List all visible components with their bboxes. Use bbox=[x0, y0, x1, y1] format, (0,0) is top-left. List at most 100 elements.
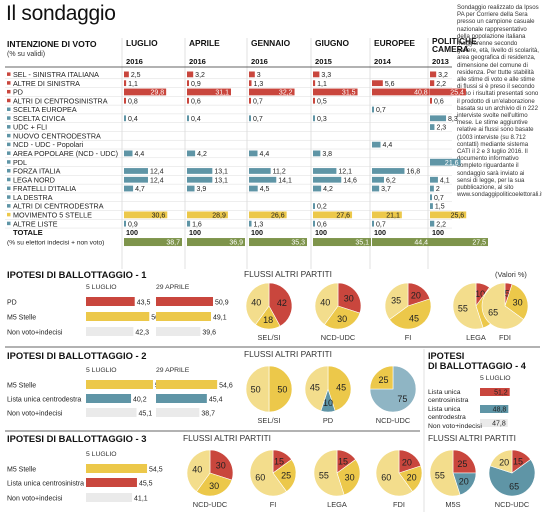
table-value: 0,7 bbox=[434, 195, 444, 202]
table-bar bbox=[430, 220, 435, 227]
pie-slice-label: 65 bbox=[509, 482, 519, 492]
pie-slice-label: 15 bbox=[338, 457, 348, 467]
table-value: 3,9 bbox=[197, 186, 207, 193]
pie-slice bbox=[452, 282, 484, 330]
pie-slice-label: 30 bbox=[337, 314, 347, 324]
totals-value: 100 bbox=[126, 228, 138, 237]
ballot-category: centrodestra bbox=[428, 414, 466, 421]
table-bar bbox=[430, 71, 437, 78]
column-year: 2016 bbox=[251, 57, 268, 66]
participation-value: 35,1 bbox=[355, 240, 369, 247]
row-marker bbox=[7, 160, 11, 164]
table-value: 4,7 bbox=[135, 186, 145, 193]
pie-slice bbox=[488, 459, 536, 497]
table-bar bbox=[249, 115, 251, 122]
pie-slice bbox=[337, 282, 362, 314]
ballot-bar bbox=[86, 394, 132, 403]
table-bar bbox=[430, 203, 433, 209]
pie-slice-label: 30 bbox=[209, 481, 219, 491]
pie-slice-label: 40 bbox=[192, 464, 202, 474]
table-value: 8,3 bbox=[448, 116, 458, 123]
participation-value: 27,5 bbox=[472, 240, 486, 247]
table-value: 0,3 bbox=[317, 116, 327, 123]
row-marker bbox=[7, 125, 11, 129]
row-marker bbox=[7, 116, 11, 120]
ballot-bar bbox=[86, 493, 133, 502]
pie-slice bbox=[268, 282, 293, 327]
table-value: 3,8 bbox=[322, 151, 332, 158]
row-marker bbox=[7, 195, 11, 199]
pie-slice-label: 60 bbox=[381, 473, 391, 483]
ballot-category: M5 Stelle bbox=[7, 467, 36, 474]
row-marker bbox=[7, 168, 11, 173]
ballot-value: 40,2 bbox=[133, 397, 147, 404]
table-value: 27,6 bbox=[336, 212, 350, 219]
ballot-bar bbox=[156, 312, 211, 321]
pie-slice bbox=[209, 449, 234, 481]
table-bar bbox=[430, 97, 432, 104]
row-label: ALTRE DI SINISTRA bbox=[13, 79, 80, 88]
table-value: 0,6 bbox=[317, 221, 327, 228]
ballot-bar bbox=[480, 388, 510, 396]
column-header: APRILE bbox=[189, 38, 220, 48]
pie-slice-label: 42 bbox=[277, 298, 287, 308]
column-header: GENNAIO bbox=[251, 38, 291, 48]
row-label: LA DESTRA bbox=[13, 193, 53, 202]
table-bar bbox=[249, 185, 258, 192]
table-bar bbox=[313, 168, 337, 174]
table-value: 4,4 bbox=[260, 151, 270, 158]
table-bar bbox=[187, 115, 189, 122]
pie-slice-label: 20 bbox=[407, 473, 417, 483]
table-bar bbox=[187, 185, 195, 192]
table-bar bbox=[124, 71, 129, 78]
table-bar bbox=[430, 176, 438, 183]
ballot-value: 54,6 bbox=[219, 383, 233, 390]
table-value: 31,5 bbox=[342, 90, 356, 97]
table-bar bbox=[372, 141, 381, 148]
table-value: 3,2 bbox=[195, 72, 205, 79]
ballot-title: DI BALLOTTAGGIO - 4 bbox=[428, 361, 527, 371]
table-bar bbox=[313, 220, 315, 227]
ballot-value: 47,8 bbox=[492, 421, 506, 428]
pie-slice bbox=[324, 305, 361, 330]
column-header: POLITICHE bbox=[432, 36, 477, 46]
ballot-date: 29 APRILE bbox=[156, 284, 190, 291]
table-value: 11,2 bbox=[273, 169, 286, 176]
pie-slice-label: 45 bbox=[336, 382, 346, 392]
ballot-value: 48,8 bbox=[493, 407, 507, 414]
participation-bar bbox=[430, 238, 488, 247]
pie-slice bbox=[384, 282, 409, 320]
pie-slice bbox=[336, 459, 361, 496]
ballot-bar bbox=[156, 327, 201, 336]
table-value: 5,6 bbox=[385, 81, 395, 88]
pie-slice-label: 15 bbox=[274, 457, 284, 467]
pie-slice bbox=[369, 365, 417, 413]
totals-value: 100 bbox=[251, 228, 263, 237]
ballot-value: 51,2 bbox=[494, 390, 508, 397]
row-label: ALTRE LISTE bbox=[13, 219, 58, 228]
ballot-bar bbox=[156, 297, 214, 306]
table-bar bbox=[187, 168, 213, 174]
table-value: 3,7 bbox=[381, 186, 391, 193]
table-value: 21,1 bbox=[386, 212, 400, 219]
table-value: 1,3 bbox=[254, 221, 264, 228]
pie-label: SEL/SI bbox=[257, 333, 280, 342]
pie-slice-label: 55 bbox=[458, 304, 468, 314]
table-title: INTENZIONE DI VOTO bbox=[7, 39, 97, 49]
pie-slice bbox=[304, 365, 329, 412]
page-title: Il sondaggio bbox=[6, 2, 116, 25]
ballot-bar bbox=[86, 408, 137, 417]
column-header: EUROPEE bbox=[374, 38, 415, 48]
pie-slice-label: 45 bbox=[310, 382, 320, 392]
table-value: 4,1 bbox=[440, 177, 450, 184]
table-bar bbox=[313, 176, 342, 183]
ballot-bar bbox=[86, 464, 148, 473]
table-bar bbox=[313, 80, 316, 87]
table-value: 4,2 bbox=[323, 186, 333, 193]
table-value: 32,2 bbox=[279, 90, 293, 97]
pie-label: PD bbox=[323, 416, 333, 425]
table-bar bbox=[313, 150, 321, 157]
table-bar bbox=[372, 88, 430, 96]
row-label: ALTRI DI CENTRODESTRA bbox=[13, 202, 104, 211]
